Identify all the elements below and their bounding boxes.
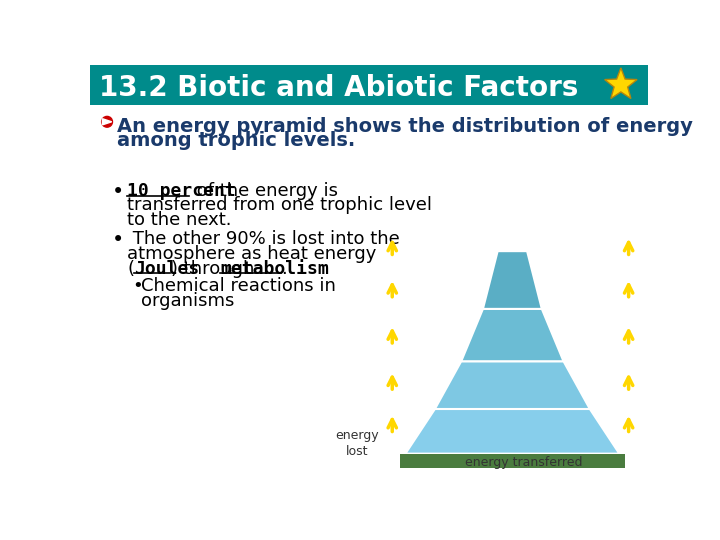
Text: energy transferred: energy transferred [465,456,582,469]
Text: transferred from one trophic level: transferred from one trophic level [127,197,432,214]
Text: Joules: Joules [134,260,199,278]
Text: to the next.: to the next. [127,211,232,229]
Polygon shape [405,409,619,454]
Text: •: • [112,182,124,202]
Text: of the energy is: of the energy is [191,182,338,200]
Text: among trophic levels.: among trophic levels. [117,131,356,150]
Polygon shape [462,309,564,361]
Text: ) through: ) through [171,260,260,278]
Polygon shape [435,361,590,409]
Text: organisms: organisms [141,292,235,310]
Text: •: • [132,278,143,295]
Text: energy
lost: energy lost [336,429,379,458]
Polygon shape [102,119,112,125]
Polygon shape [605,68,637,98]
Text: .: . [282,260,287,278]
Text: An energy pyramid shows the distribution of energy: An energy pyramid shows the distribution… [117,117,693,136]
Bar [400,454,625,468]
Text: •: • [112,231,124,251]
Bar [90,65,648,105]
Circle shape [102,117,112,127]
Text: (: ( [127,260,134,278]
Text: 13.2 Biotic and Abiotic Factors: 13.2 Biotic and Abiotic Factors [99,74,579,102]
Text: atmosphere as heat energy: atmosphere as heat energy [127,245,377,263]
Text: 10 percent: 10 percent [127,182,236,200]
Text: The other 90% is lost into the: The other 90% is lost into the [127,231,400,248]
Polygon shape [483,251,542,309]
Text: metabolism: metabolism [220,260,329,278]
Text: Chemical reactions in: Chemical reactions in [141,278,336,295]
